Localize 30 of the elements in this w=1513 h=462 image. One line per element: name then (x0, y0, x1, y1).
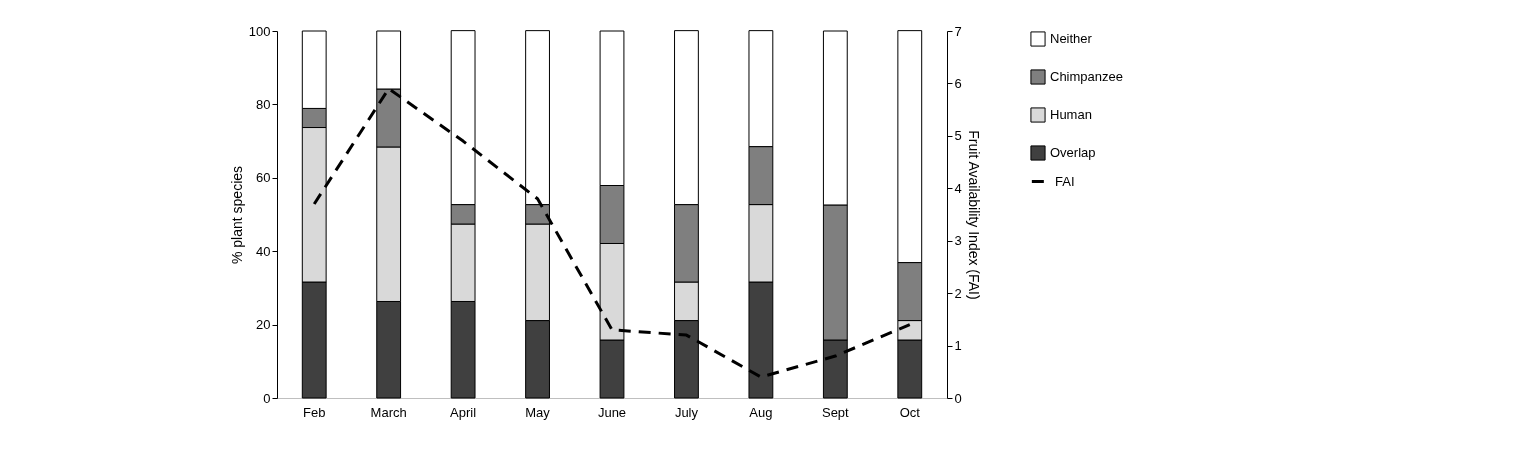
legend-label: FAI (1055, 173, 1075, 189)
y2-tick-label: 2 (954, 285, 962, 301)
x-tick-label: Aug (749, 404, 773, 420)
y-tick-label: 100 (248, 23, 271, 39)
x-tick-label: Sept (821, 404, 850, 420)
legend-label: Overlap (1050, 145, 1096, 160)
x-tick-label: July (674, 404, 699, 420)
x-tick-label: March (370, 404, 407, 420)
x-tick-label: May (525, 404, 551, 420)
y-tick-label: 40 (256, 243, 271, 259)
y-tick-label: 20 (256, 317, 271, 333)
x-tick-label: Oct (899, 404, 921, 420)
y2-tick-label: 0 (954, 390, 962, 406)
x-tick-label: April (450, 404, 477, 420)
x-tick-label: Feb (303, 404, 326, 420)
legend-label: Neither (1050, 31, 1093, 46)
y-tick-label: 80 (256, 96, 271, 112)
y2-axis-title: Fruit Availability Index (FAI) (965, 130, 982, 300)
legend-label: Chimpanzee (1050, 69, 1123, 84)
y-tick-label: 0 (263, 390, 271, 406)
y2-tick-label: 7 (954, 23, 962, 39)
x-tick-label: June (597, 404, 627, 420)
y2-tick-label: 1 (954, 338, 962, 354)
y2-tick-label: 6 (954, 75, 962, 91)
legend-label: Human (1050, 107, 1092, 122)
y2-tick-label: 5 (954, 128, 962, 144)
y2-tick-label: 3 (954, 233, 962, 249)
y2-tick-label: 4 (954, 180, 962, 196)
y-tick-label: 60 (256, 170, 271, 186)
y-axis-title: % plant species (228, 165, 245, 265)
